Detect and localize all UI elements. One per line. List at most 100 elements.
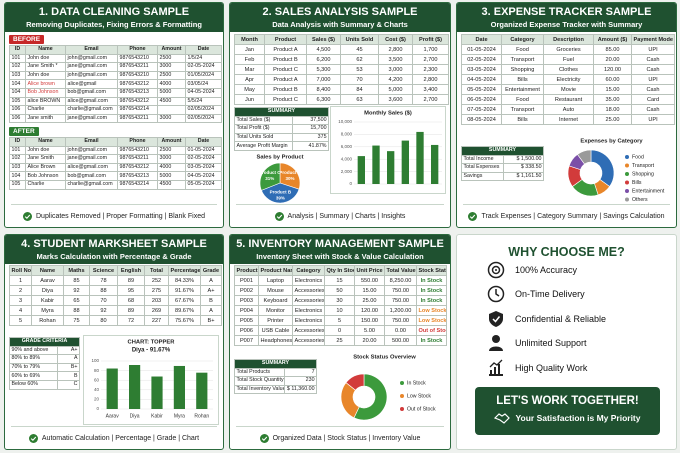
table-cell: B bbox=[57, 371, 80, 381]
table-row: 103 Alice Brown alice@gmail.com 9876543212 4… bbox=[9, 162, 222, 173]
table-cell: 25.00 bbox=[354, 295, 385, 306]
check-icon bbox=[28, 433, 38, 443]
table-cell: 5.00 bbox=[354, 325, 385, 336]
header-row: Roll No. Name Maths Science English Total Perc… bbox=[9, 265, 222, 276]
table-cell: B bbox=[200, 295, 222, 306]
table-cell: Alice brown bbox=[25, 79, 66, 89]
title-row: SUMMARY bbox=[233, 359, 318, 369]
legend-label: Others bbox=[632, 197, 648, 203]
slice bbox=[279, 162, 301, 190]
table-cell: P002 bbox=[234, 285, 259, 296]
table-cell: Internet bbox=[543, 114, 594, 125]
slice bbox=[353, 373, 388, 421]
table-cell: 1,200.00 bbox=[384, 305, 417, 316]
table-cell: 104 bbox=[9, 87, 26, 98]
table-cell: Laptop bbox=[258, 275, 293, 286]
table-cell: 18.00 bbox=[593, 104, 632, 115]
table-cell: Entertainment bbox=[501, 84, 544, 95]
table-title: GRADE CRITERIA bbox=[9, 337, 80, 347]
column-header: Units Sold bbox=[340, 34, 379, 45]
bar bbox=[416, 131, 424, 184]
cta-button[interactable]: LET'S WORK TOGETHER! Your Satisfaction i… bbox=[475, 387, 660, 435]
table-cell: john@gmail.com bbox=[65, 70, 118, 81]
table-cell: 25.00 bbox=[593, 114, 632, 125]
table-cell: 120.00 bbox=[354, 305, 385, 316]
table-body: 1 Aarav 85 78 89 252 84.33% A 2 Diya 92 88 95 275 91.6… bbox=[9, 275, 222, 326]
table-cell: alice@gmail bbox=[65, 79, 118, 89]
table-cell: 88 bbox=[63, 305, 90, 316]
table-cell: 3,000 bbox=[378, 64, 413, 75]
legend-swatch bbox=[625, 172, 629, 176]
legend-swatch bbox=[625, 180, 629, 185]
table-cell: Clothes bbox=[543, 64, 594, 75]
table-cell: 106 bbox=[9, 113, 26, 124]
table-cell: Bob Johnson bbox=[25, 87, 66, 98]
table-cell: A+ bbox=[57, 345, 80, 356]
column-header: Category bbox=[501, 34, 544, 45]
table-row: P001 Laptop Electronics 15 550.00 8,250.00 In … bbox=[234, 275, 447, 286]
table-cell: 75 bbox=[63, 315, 90, 326]
panel-title: 4. STUDENT MARKSHEET SAMPLE bbox=[21, 238, 207, 250]
table-row: Average Profit Margin 41.87% bbox=[234, 141, 330, 151]
table-row: 102 Jane Smith * jane@gmail.com 9876543211 3… bbox=[9, 62, 222, 72]
legend-swatch bbox=[625, 163, 629, 168]
table-cell: Transport bbox=[501, 104, 544, 115]
table-cell: 5 bbox=[324, 315, 355, 326]
bar bbox=[387, 151, 395, 184]
legend-label: Out of Stock bbox=[407, 406, 436, 412]
bar bbox=[401, 140, 409, 184]
table-cell: 104 bbox=[9, 79, 26, 89]
table-cell: 2500 bbox=[157, 53, 186, 64]
table-cell: 4 bbox=[9, 305, 32, 316]
check bbox=[24, 214, 31, 219]
table-row: Total Units Sold 375 bbox=[234, 132, 330, 143]
panel-title: 3. EXPENSE TRACKER SAMPLE bbox=[481, 6, 652, 18]
table-cell: 9876543214 bbox=[117, 179, 158, 190]
table-cell: 7,000 bbox=[306, 74, 341, 85]
table-row: 60% to 69% B bbox=[9, 371, 80, 381]
table-cell: Low Stock bbox=[416, 305, 447, 316]
bar bbox=[173, 365, 185, 409]
table-cell: 07-05-2024 bbox=[461, 104, 502, 115]
table-row: Total Expenses $ 338.50 bbox=[461, 163, 545, 173]
table-cell: 62 bbox=[340, 54, 379, 65]
slice-value: 31% bbox=[265, 176, 274, 181]
table-cell: Accessories bbox=[292, 335, 325, 346]
table-body: Total Income $ 1,500.00 Total Expenses $ 33… bbox=[461, 154, 545, 182]
table-body: 01-05-2024 Food Groceries 85.00 UPI 02-05-202… bbox=[461, 44, 675, 125]
table-cell: Total Products bbox=[234, 367, 285, 378]
table-row: 106 Charlie charlie@gmail.com 9876543214 02/… bbox=[9, 105, 222, 115]
table-row: 04-05-2024 Bills Electricity 60.00 UPI bbox=[461, 74, 675, 85]
table-cell: charlie@gmail.com bbox=[65, 105, 118, 115]
y-tick-label: 0 bbox=[96, 406, 99, 411]
table-row: 80% to 89% A bbox=[9, 354, 80, 364]
y-tick-label: 10,000 bbox=[338, 119, 352, 124]
slice-label: Product B bbox=[270, 190, 292, 195]
table-cell: 70 bbox=[89, 295, 118, 306]
x-tick-label: Kabir bbox=[151, 413, 163, 419]
table-cell: 84 bbox=[340, 84, 379, 95]
bar bbox=[129, 364, 141, 409]
data-table: Month Product Sales ($) Units Sold Cost ($) P… bbox=[234, 34, 449, 105]
x-tick-label: Diya bbox=[130, 413, 140, 419]
table-cell: Shopping bbox=[501, 64, 544, 75]
table-cell: Cash bbox=[631, 104, 675, 115]
table-cell: 275 bbox=[144, 285, 169, 296]
table-row: 01-05-2024 Food Groceries 85.00 UPI bbox=[461, 44, 675, 55]
table-cell: 1 bbox=[9, 275, 32, 286]
table-cell: A+ bbox=[200, 285, 222, 296]
table-row: 08-05-2024 Bills Internet 25.00 UPI bbox=[461, 114, 675, 125]
table-cell: Product A bbox=[264, 74, 307, 85]
table-row: 2 Diya 92 88 95 275 91.67% A+ bbox=[9, 285, 222, 296]
chart-title: CHART: TOPPER bbox=[128, 340, 176, 346]
table-row: Below 60% C bbox=[9, 379, 80, 390]
table-cell: Electronics bbox=[292, 315, 325, 326]
table-cell: 75.67% bbox=[168, 315, 201, 326]
table-cell: Restaurant bbox=[543, 94, 594, 105]
panel-header: 2. SALES ANALYSIS SAMPLE Data Analysis wi… bbox=[230, 3, 450, 32]
column-header: Cost ($) bbox=[378, 34, 413, 45]
y-tick-label: 8,000 bbox=[341, 132, 353, 137]
table-cell: 02/05/2024 bbox=[185, 105, 222, 115]
table-cell: $ 11,360.00 bbox=[283, 384, 318, 395]
